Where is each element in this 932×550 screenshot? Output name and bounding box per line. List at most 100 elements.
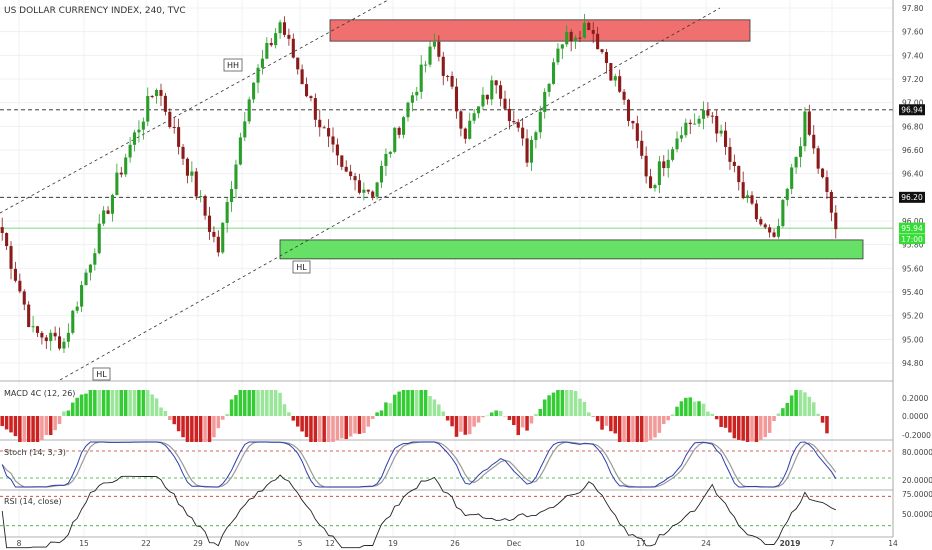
candle-body bbox=[613, 76, 617, 81]
time-tick-label: 26 bbox=[450, 539, 460, 548]
macd-bar bbox=[168, 416, 172, 421]
candle-body bbox=[626, 99, 631, 121]
candle-body bbox=[666, 159, 670, 169]
resistance-zone[interactable] bbox=[329, 19, 751, 42]
indicator-axes: 0.2000 0.0000 -0.2000 80.0000 20.0000 75.0000… bbox=[902, 394, 932, 519]
macd-bar bbox=[35, 416, 40, 442]
time-axis[interactable]: 8 15 22 29 Nov 5 12 19 26 Dec 10 17 24 2019 7 14 bbox=[17, 539, 898, 548]
indicator-tick-label: -0.2000 bbox=[902, 431, 931, 440]
macd-bar bbox=[556, 390, 560, 416]
macd-bar bbox=[591, 416, 595, 417]
macd-bar bbox=[728, 416, 732, 433]
macd-bar bbox=[225, 414, 229, 416]
macd-bar bbox=[560, 390, 565, 416]
macd-bar bbox=[759, 416, 763, 441]
candle-body bbox=[53, 332, 57, 337]
candle-body bbox=[375, 182, 379, 197]
candle-body bbox=[543, 91, 547, 112]
candle-body bbox=[746, 195, 750, 199]
macd-bar bbox=[106, 390, 110, 416]
macd-bar bbox=[684, 397, 688, 416]
support-zone[interactable] bbox=[279, 239, 864, 260]
level-96-20-tag-text: 96.20 bbox=[901, 193, 923, 202]
macd-bar bbox=[622, 416, 626, 442]
macd-bar bbox=[119, 390, 124, 416]
channel-lower-line[interactable] bbox=[59, 7, 721, 380]
candle-body bbox=[710, 115, 714, 117]
hh-label-box[interactable] bbox=[223, 58, 243, 72]
candle-body bbox=[490, 80, 494, 100]
macd-bar bbox=[0, 416, 4, 427]
candle-body bbox=[825, 177, 829, 192]
candle-body bbox=[44, 337, 48, 342]
macd-bar bbox=[644, 416, 648, 442]
hl-label-2: HL bbox=[96, 370, 107, 379]
time-tick-label: Dec bbox=[507, 539, 522, 548]
hl-label-box-1[interactable] bbox=[292, 260, 311, 274]
candle-body bbox=[212, 231, 216, 237]
candle-body bbox=[181, 146, 185, 159]
macd-bar bbox=[785, 402, 790, 416]
macd-bar bbox=[415, 390, 419, 416]
macd-bar bbox=[604, 416, 609, 426]
candle-body bbox=[750, 195, 754, 204]
candle-body bbox=[124, 157, 128, 175]
macd-bar bbox=[816, 413, 820, 416]
macd-bar bbox=[679, 401, 684, 416]
candle-body bbox=[432, 41, 436, 47]
candle-body bbox=[507, 108, 511, 122]
candle-body bbox=[238, 137, 242, 165]
macd-bar bbox=[639, 416, 644, 442]
macd-bar bbox=[600, 416, 604, 430]
candle-body bbox=[635, 123, 639, 141]
time-tick-label: 2019 bbox=[780, 539, 801, 548]
macd-bar bbox=[282, 404, 287, 416]
candle-body bbox=[66, 332, 70, 342]
macd-bar bbox=[534, 414, 538, 416]
macd-bar bbox=[459, 416, 463, 432]
candle-body bbox=[221, 222, 225, 253]
macd-bar bbox=[375, 412, 379, 416]
macd-bar bbox=[494, 410, 498, 416]
macd-bar bbox=[57, 416, 62, 424]
price-tick-label: 96.80 bbox=[902, 122, 924, 131]
candle-body bbox=[551, 62, 556, 84]
candle-body bbox=[119, 172, 123, 175]
price-tags: 96.94 96.20 95.94 17:00 bbox=[899, 104, 925, 245]
candle-body bbox=[428, 46, 432, 65]
hl-label-1: HL bbox=[296, 263, 307, 272]
candle-body bbox=[719, 130, 723, 134]
candle-body bbox=[27, 304, 31, 328]
candle-body bbox=[247, 99, 251, 122]
candle-body bbox=[344, 166, 348, 172]
macd-bar bbox=[538, 408, 543, 416]
candle-body bbox=[596, 33, 600, 50]
stoch-bands bbox=[0, 450, 893, 479]
macd-bar bbox=[326, 416, 331, 442]
candle-body bbox=[97, 223, 101, 254]
price-tick-label: 97.20 bbox=[902, 75, 924, 84]
candle-body bbox=[146, 96, 150, 122]
indicator-tick-label: 20.0000 bbox=[902, 476, 932, 485]
macd-bar bbox=[745, 416, 750, 442]
candle-body bbox=[353, 176, 357, 181]
candle-body bbox=[357, 180, 362, 193]
time-tick-label: 17 bbox=[636, 539, 646, 548]
candle-body bbox=[472, 113, 476, 121]
price-tick-label: 94.80 bbox=[902, 359, 924, 368]
macd-histogram bbox=[0, 390, 829, 442]
indicator-tick-label: 80.0000 bbox=[902, 448, 932, 457]
hl-label-box-2[interactable] bbox=[92, 367, 111, 381]
macd-bar bbox=[40, 416, 44, 441]
time-tick-label: 8 bbox=[17, 539, 22, 548]
price-axis[interactable]: 97.80 97.60 97.40 97.20 97.00 96.80 96.60 96.40… bbox=[902, 4, 924, 368]
candle-body bbox=[84, 272, 88, 286]
channel-upper-line[interactable] bbox=[0, 0, 389, 214]
candle-body bbox=[649, 176, 653, 189]
macd-bar bbox=[251, 390, 256, 416]
time-tick-label: 29 bbox=[193, 539, 203, 548]
candle-body bbox=[35, 326, 40, 333]
price-tick-label: 96.60 bbox=[902, 146, 924, 155]
candle-body bbox=[768, 227, 772, 233]
price-tick-label: 97.80 bbox=[902, 4, 924, 13]
